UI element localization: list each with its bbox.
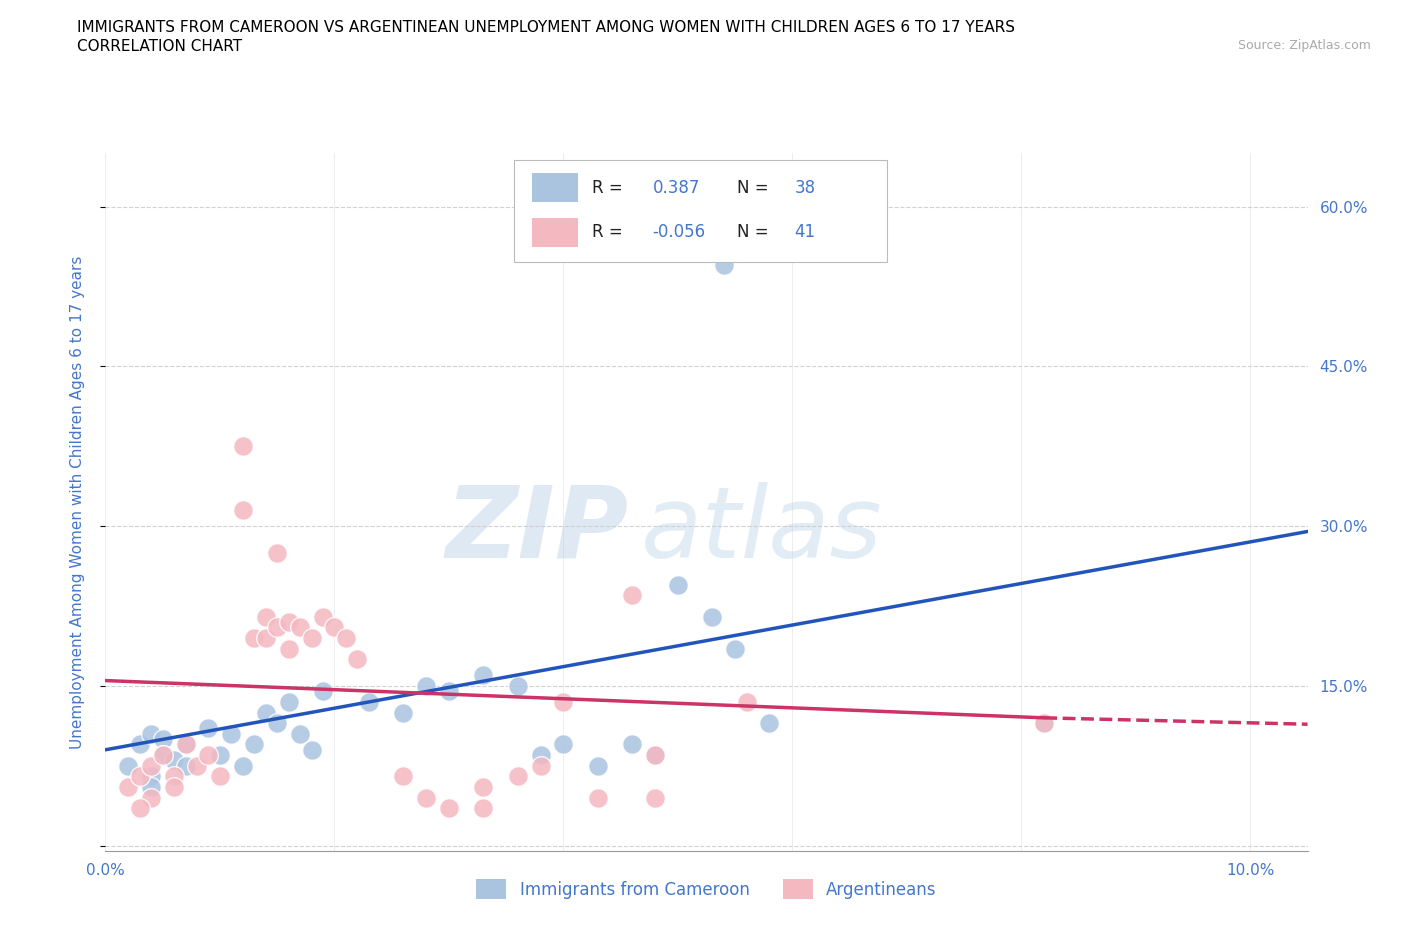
Point bbox=[232, 758, 254, 773]
FancyBboxPatch shape bbox=[533, 173, 578, 203]
Point bbox=[529, 748, 551, 763]
Point bbox=[666, 578, 689, 592]
Point bbox=[415, 679, 437, 694]
Point bbox=[174, 758, 197, 773]
Point bbox=[277, 615, 299, 630]
Point bbox=[621, 588, 644, 603]
Y-axis label: Unemployment Among Women with Children Ages 6 to 17 years: Unemployment Among Women with Children A… bbox=[70, 256, 84, 749]
Point bbox=[335, 631, 357, 645]
Point bbox=[243, 737, 266, 751]
Text: CORRELATION CHART: CORRELATION CHART bbox=[77, 39, 242, 54]
Point bbox=[472, 668, 495, 683]
Point bbox=[392, 769, 415, 784]
Point bbox=[288, 726, 311, 741]
Point bbox=[243, 631, 266, 645]
Point bbox=[553, 695, 575, 710]
Point bbox=[323, 620, 346, 635]
Point bbox=[163, 779, 186, 794]
Point bbox=[141, 758, 163, 773]
Point bbox=[312, 684, 335, 698]
Point bbox=[163, 769, 186, 784]
Point bbox=[506, 679, 529, 694]
Text: 38: 38 bbox=[794, 179, 815, 196]
Point bbox=[437, 684, 460, 698]
FancyBboxPatch shape bbox=[515, 161, 887, 261]
Point bbox=[163, 753, 186, 768]
Point bbox=[208, 769, 231, 784]
Point bbox=[586, 758, 609, 773]
Point bbox=[277, 695, 299, 710]
Point bbox=[301, 631, 323, 645]
Point bbox=[232, 503, 254, 518]
Point bbox=[208, 748, 231, 763]
Point bbox=[472, 801, 495, 816]
Text: 41: 41 bbox=[794, 223, 815, 241]
Point bbox=[392, 705, 415, 720]
Text: IMMIGRANTS FROM CAMEROON VS ARGENTINEAN UNEMPLOYMENT AMONG WOMEN WITH CHILDREN A: IMMIGRANTS FROM CAMEROON VS ARGENTINEAN … bbox=[77, 20, 1015, 35]
Point bbox=[221, 726, 243, 741]
Point bbox=[357, 695, 380, 710]
Point bbox=[254, 705, 277, 720]
Point bbox=[174, 737, 197, 751]
Point bbox=[141, 769, 163, 784]
Text: Source: ZipAtlas.com: Source: ZipAtlas.com bbox=[1237, 39, 1371, 52]
Point bbox=[266, 545, 288, 560]
Text: atlas: atlas bbox=[640, 482, 882, 578]
Point bbox=[254, 631, 277, 645]
Text: ZIP: ZIP bbox=[446, 482, 628, 578]
Point bbox=[128, 769, 150, 784]
Point bbox=[152, 732, 174, 747]
Point bbox=[713, 258, 735, 272]
Point bbox=[472, 779, 495, 794]
Point bbox=[644, 790, 666, 805]
Point bbox=[152, 748, 174, 763]
Point bbox=[437, 801, 460, 816]
Point bbox=[277, 641, 299, 656]
Point bbox=[758, 716, 780, 731]
Point bbox=[644, 748, 666, 763]
Point bbox=[312, 609, 335, 624]
Point bbox=[117, 779, 139, 794]
Point bbox=[644, 748, 666, 763]
Point bbox=[254, 609, 277, 624]
Text: N =: N = bbox=[737, 179, 773, 196]
Point bbox=[529, 758, 551, 773]
Point bbox=[141, 790, 163, 805]
Point bbox=[301, 742, 323, 757]
Point bbox=[197, 748, 219, 763]
Point bbox=[141, 726, 163, 741]
Point bbox=[1033, 716, 1056, 731]
Point bbox=[724, 641, 747, 656]
Point bbox=[288, 620, 311, 635]
Point bbox=[117, 758, 139, 773]
Point bbox=[586, 790, 609, 805]
Point bbox=[232, 439, 254, 454]
Text: 0.387: 0.387 bbox=[652, 179, 700, 196]
Point bbox=[128, 737, 150, 751]
Point bbox=[621, 737, 644, 751]
Point bbox=[141, 779, 163, 794]
Point bbox=[1033, 716, 1056, 731]
Point bbox=[415, 790, 437, 805]
Point bbox=[197, 721, 219, 736]
Legend: Immigrants from Cameroon, Argentineans: Immigrants from Cameroon, Argentineans bbox=[470, 873, 943, 906]
Point bbox=[266, 620, 288, 635]
Point bbox=[266, 716, 288, 731]
Text: -0.056: -0.056 bbox=[652, 223, 706, 241]
Point bbox=[152, 748, 174, 763]
Point bbox=[128, 801, 150, 816]
Text: R =: R = bbox=[592, 223, 628, 241]
Point bbox=[702, 609, 724, 624]
Text: R =: R = bbox=[592, 179, 628, 196]
Point bbox=[346, 652, 368, 667]
Point bbox=[174, 737, 197, 751]
Point bbox=[506, 769, 529, 784]
Point bbox=[735, 695, 758, 710]
Point bbox=[186, 758, 208, 773]
FancyBboxPatch shape bbox=[533, 218, 578, 247]
Text: N =: N = bbox=[737, 223, 773, 241]
Point bbox=[553, 737, 575, 751]
